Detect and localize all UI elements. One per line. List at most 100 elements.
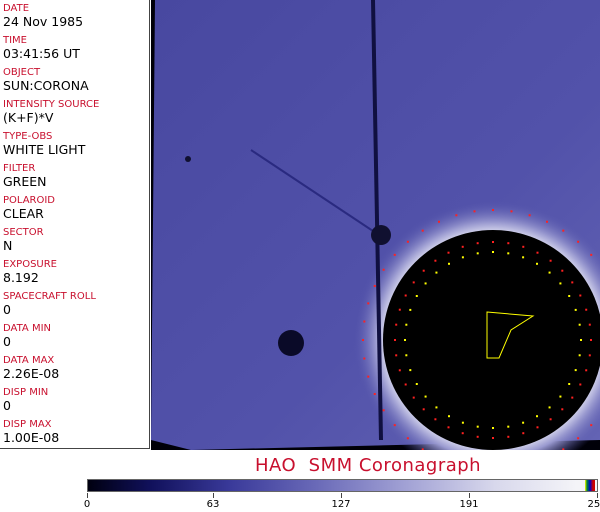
colorbar-tick xyxy=(213,493,214,498)
field-value: 0 xyxy=(3,302,11,317)
field-value: N xyxy=(3,238,13,253)
field-value: (K+F)*V xyxy=(3,110,54,125)
colorbar-tick xyxy=(469,493,470,498)
overlay-dot-yellow xyxy=(405,323,408,326)
overlay-dot-red xyxy=(398,369,401,372)
overlay-dot-red xyxy=(546,220,549,223)
overlay-dot-red xyxy=(421,448,424,450)
overlay-dot-red xyxy=(562,448,565,450)
colorbar-tick-label: 127 xyxy=(331,499,351,510)
overlay-dot-red xyxy=(367,302,370,305)
overlay-dot-red xyxy=(571,396,574,399)
overlay-dot-red xyxy=(382,409,385,412)
overlay-dot-red xyxy=(579,383,582,386)
overlay-dot-red xyxy=(421,229,424,232)
overlay-arrow xyxy=(486,311,535,359)
overlay-dot-red xyxy=(492,209,494,211)
overlay-dot-red xyxy=(585,308,588,311)
field-label: DATA MAX xyxy=(3,355,55,366)
overlay-dot-red xyxy=(577,437,580,440)
field-label: SECTOR xyxy=(3,227,44,238)
field-data-max: DATA MAX 2.26E-08 xyxy=(3,355,59,381)
field-spacecraft-roll: SPACECRAFT ROLL 0 xyxy=(3,291,96,317)
field-value: 8.192 xyxy=(3,270,39,285)
field-label: INTENSITY SOURCE xyxy=(3,99,100,110)
overlay-dot-red xyxy=(476,242,479,245)
overlay-dot-yellow xyxy=(415,295,418,297)
colorbar-tick-label: 191 xyxy=(459,499,479,510)
overlay-dot-red xyxy=(422,269,425,272)
overlay-dot-red xyxy=(412,281,415,284)
field-sector: SECTOR N xyxy=(3,227,44,253)
overlay-dot-yellow xyxy=(536,262,538,265)
field-label: OBJECT xyxy=(3,67,41,78)
field-label: DISP MIN xyxy=(3,387,49,398)
overlay-dot-yellow xyxy=(578,323,581,326)
overlay-dot-red xyxy=(507,242,510,245)
overlay-dot-yellow xyxy=(461,421,464,424)
field-label: DISP MAX xyxy=(3,419,52,430)
field-value: 0 xyxy=(3,398,11,413)
overlay-dot-red xyxy=(461,245,464,248)
overlay-dot-red xyxy=(455,214,458,217)
overlay-dot-red xyxy=(536,426,539,429)
occulting-disk xyxy=(383,230,600,450)
overlay-dot-red xyxy=(588,323,591,326)
field-value: 24 Nov 1985 xyxy=(3,14,84,29)
overlay-dot-yellow xyxy=(574,308,577,311)
overlay-dot-red xyxy=(367,375,370,378)
field-object: OBJECT SUN:CORONA xyxy=(3,67,89,93)
overlay-dot-yellow xyxy=(492,427,494,429)
overlay-dot-red xyxy=(590,253,593,256)
overlay-dot-red xyxy=(363,357,366,360)
overlay-dot-yellow xyxy=(522,256,525,259)
overlay-dot-yellow xyxy=(435,271,438,274)
field-label: TIME xyxy=(3,35,28,46)
colorbar-tick-label: 63 xyxy=(206,499,220,510)
overlay-dot-red xyxy=(362,339,364,341)
overlay-dot-yellow xyxy=(424,395,427,398)
overlay-dot-red xyxy=(461,432,464,435)
overlay-dot-red xyxy=(492,437,494,439)
field-value: 1.00E-08 xyxy=(3,430,60,445)
field-value: SUN:CORONA xyxy=(3,78,89,93)
overlay-dot-red xyxy=(577,240,580,243)
overlay-dot-red xyxy=(561,408,564,411)
overlay-dot-yellow xyxy=(548,271,551,274)
overlay-dot-red xyxy=(398,308,401,311)
field-value: 2.26E-08 xyxy=(3,366,60,381)
field-label: DATA MIN xyxy=(3,323,51,334)
field-label: DATE xyxy=(3,3,30,14)
overlay-dot-red xyxy=(434,259,437,262)
colorbar-tick-label: 0 xyxy=(83,499,91,510)
overlay-dot-red xyxy=(585,369,588,372)
overlay-dot-red xyxy=(588,354,591,357)
overlay-dot-red xyxy=(492,241,494,243)
overlay-dot-red xyxy=(393,424,396,427)
overlay-dot-yellow xyxy=(507,252,510,255)
overlay-dot-yellow xyxy=(448,262,450,265)
colorbar-tick-label: 255 xyxy=(587,499,600,510)
overlay-dot-yellow xyxy=(548,406,551,409)
field-type-obs: TYPE-OBS WHITE LIGHT xyxy=(3,131,85,157)
overlay-dot-yellow xyxy=(580,339,582,341)
overlay-dot-red xyxy=(434,418,437,421)
overlay-dot-red xyxy=(473,210,476,213)
coronagraph-image xyxy=(151,0,600,450)
overlay-dot-red xyxy=(536,251,539,254)
overlay-dot-yellow xyxy=(559,395,562,398)
header-info-panel xyxy=(0,0,150,449)
overlay-dot-red xyxy=(447,251,450,254)
field-date: DATE 24 Nov 1985 xyxy=(3,3,83,29)
overlay-dot-red xyxy=(528,214,531,217)
overlay-dot-red xyxy=(561,269,564,272)
occulter-pylon xyxy=(371,0,383,441)
field-filter: FILTER GREEN xyxy=(3,163,47,189)
overlay-dot-red xyxy=(412,396,415,399)
colorbar-tick xyxy=(341,493,342,498)
overlay-dot-yellow xyxy=(507,425,510,428)
colorbar-tick xyxy=(597,493,598,498)
overlay-dot-red xyxy=(476,435,479,438)
overlay-dot-red xyxy=(549,418,552,421)
overlay-dot-red xyxy=(395,354,398,357)
